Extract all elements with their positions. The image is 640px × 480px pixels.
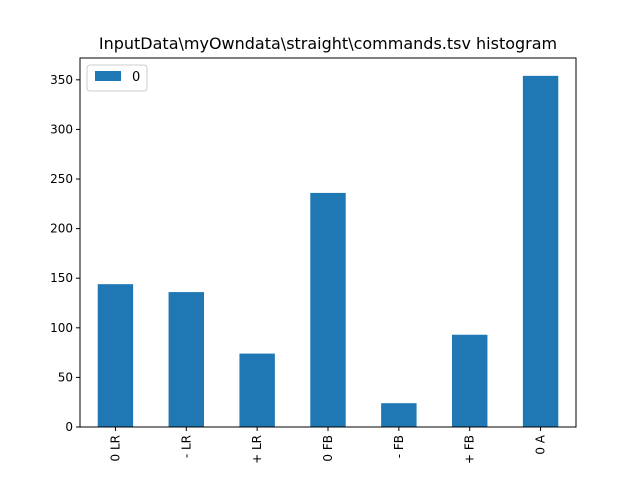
y-tick-label: 100 [50,321,73,335]
bar [522,75,559,428]
bar [168,292,204,427]
x-tick-label: 0 LR [108,435,122,461]
y-tick-label: 50 [58,370,73,384]
y-tick-label: 350 [50,73,73,87]
bar [310,192,346,427]
bars-group [97,75,559,428]
x-tick-label: - LR [179,435,193,458]
x-tick-label: + LR [250,435,264,464]
bar [239,353,275,427]
x-tick-label: + FB [463,435,477,464]
x-tick-label: - FB [392,435,406,458]
y-tick-label: 0 [65,420,73,434]
y-tick-label: 150 [50,271,73,285]
x-axis: 0 LR - LR + LR 0 FB - FB + FB 0 A [108,427,548,464]
y-tick-label: 250 [50,172,73,186]
bar [381,403,417,427]
legend-swatch [95,71,121,81]
legend-label: 0 [132,70,140,85]
y-axis: 0 50 100 150 200 250 300 350 [50,73,80,434]
x-tick-label: 0 A [534,434,548,454]
plot-frame [79,57,577,428]
bar [452,334,488,427]
x-tick-label: 0 FB [321,435,335,462]
bar [97,284,134,427]
chart-title: InputData\myOwndata\straight\commands.ts… [99,34,557,53]
legend: 0 [86,64,148,92]
y-tick-label: 200 [50,222,73,236]
y-tick-label: 300 [50,122,73,136]
